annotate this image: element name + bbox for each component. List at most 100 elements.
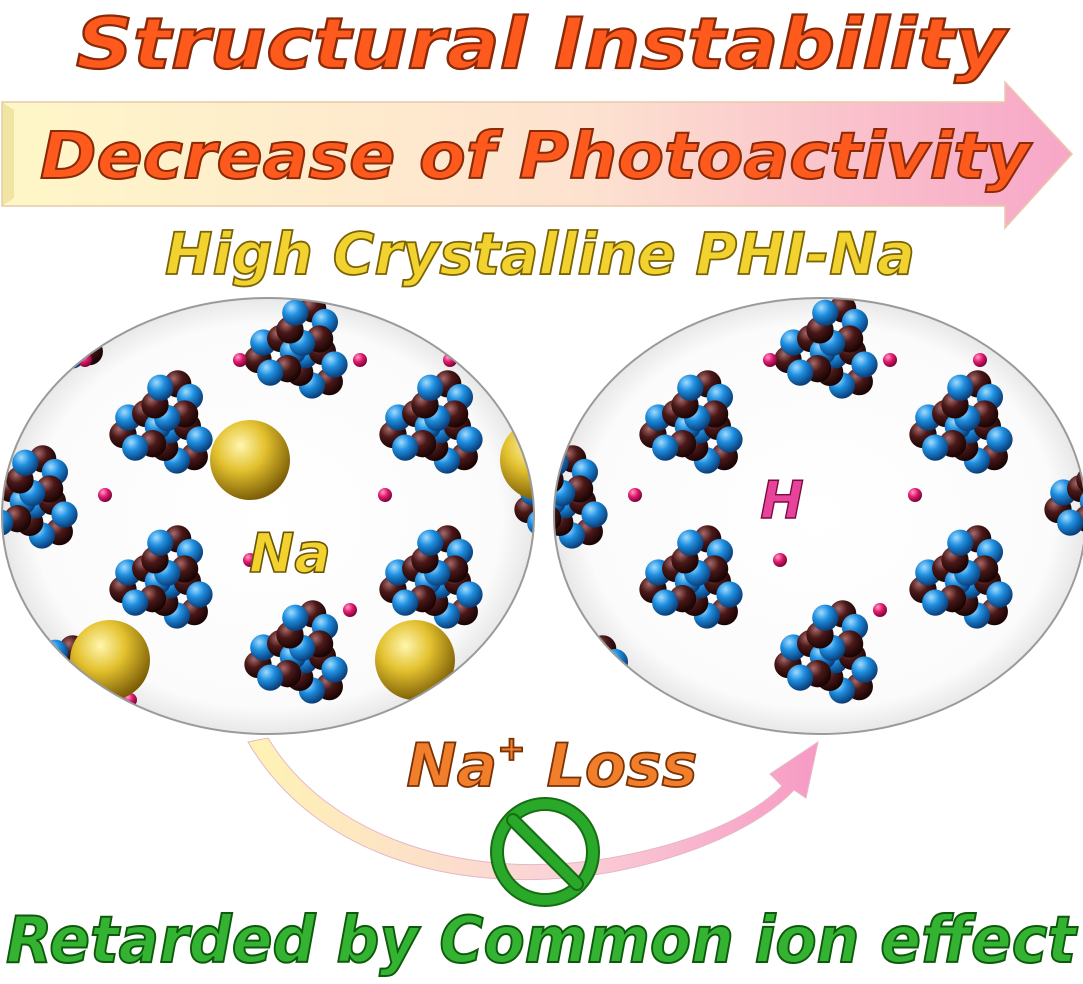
hydrogen-atom [763,353,777,367]
nitrogen-atom [321,656,348,683]
carbon-atom [576,328,604,357]
carbon-atom [598,307,627,336]
carbon-atom [557,298,585,323]
carbon-atom [1078,307,1083,336]
nitrogen-atom [12,449,39,476]
nitrogen-atom [1049,678,1076,705]
nitrogen-atom [601,648,629,676]
hydrogen-atom [973,353,987,367]
nitrogen-atom [611,691,638,718]
nitrogen-atom [1057,509,1083,536]
nitrogen-atom [417,374,444,401]
nitrogen-atom [392,434,419,461]
nitrogen-atom [569,678,596,705]
carbon-atom [539,635,566,662]
nitrogen-atom [71,298,99,306]
nitrogen-atom [572,639,599,666]
nitrogen-atom [490,299,517,326]
sodium-atom [70,620,150,700]
nitrogen-atom [519,678,534,705]
nitrogen-atom [147,374,174,401]
nitrogen-atom [561,691,587,717]
na-ion-label: Na [249,522,331,585]
carbon-atom [507,664,534,693]
nitrogen-atom [947,529,974,556]
nitrogen-atom [42,639,69,666]
carbon-atom [554,315,562,344]
carbon-atom [554,685,562,714]
carbon-atom [484,315,512,344]
nitrogen-atom [1052,270,1078,296]
nitrogen-atom [812,299,839,326]
right-structure-panel: H [553,270,1083,735]
hydrogen-atom [98,488,112,502]
nitrogen-atom [519,308,534,335]
nitrogen-atom [122,589,149,616]
nitrogen-atom [456,581,483,608]
nitrogen-atom [456,426,483,453]
hydrogen-atom [233,353,247,367]
nitrogen-atom [1052,639,1079,666]
hydrogen-atom [883,353,897,367]
carbon-atom [563,325,592,353]
nitrogen-atom [812,604,839,631]
transition-charge: + [497,729,526,769]
nitrogen-atom [554,699,574,726]
carbon-atom [514,495,534,524]
carbon-atom [36,656,64,684]
nitrogen-atom [81,691,108,718]
nitrogen-atom [147,529,174,556]
nitrogen-atom [1027,329,1054,356]
carbon-atom [75,707,103,734]
nitrogen-atom [677,374,704,401]
prohibition-icon [490,797,600,907]
carbon-atom [549,308,576,335]
carbon-atom [59,265,86,292]
nitrogen-atom [554,669,567,696]
nitrogen-atom [51,682,79,709]
nitrogen-atom [39,308,66,335]
nitrogen-atom [922,434,949,461]
carbon-atom [1075,298,1083,323]
nitrogen-atom [947,374,974,401]
nitrogen-atom [58,712,86,734]
hydrogen-atom [773,553,787,567]
carbon-atom [595,298,624,323]
nitrogen-atom [1020,669,1047,696]
nitrogen-atom [529,669,534,697]
nitrogen-atom [1027,699,1054,726]
carbon-atom [526,698,534,727]
subtitle: High Crystalline PHI-Na [165,220,915,288]
carbon-atom [554,505,562,533]
carbon-atom [33,695,62,723]
carbon-atom [513,325,534,353]
sodium-atom [375,620,455,700]
nitrogen-atom [1068,712,1083,734]
nitrogen-atom [1049,308,1076,335]
carbon-atom [557,664,585,693]
nitrogen-atom [677,529,704,556]
carbon-atom [576,698,604,727]
transition-suffix: Loss [526,731,698,801]
carbon-atom [46,328,74,357]
nitrogen-atom [787,664,814,691]
nitrogen-atom [1059,669,1083,697]
hydrogen-atom [353,353,367,367]
nitrogen-atom [392,589,419,616]
nitrogen-atom [490,669,517,696]
carbon-atom [1046,656,1074,684]
transition-ion: Na [407,731,498,801]
nitrogen-atom [1061,682,1083,709]
nitrogen-atom [652,589,679,616]
sodium-atom [210,420,290,500]
nitrogen-atom [51,501,78,528]
nitrogen-atom [17,329,44,356]
nitrogen-atom [552,649,578,675]
carbon-atom [546,295,573,322]
nitrogen-atom [611,321,638,348]
carbon-atom [546,665,573,692]
nitrogen-atom [716,581,743,608]
nitrogen-atom [1059,299,1083,327]
nitrogen-atom [986,581,1013,608]
nitrogen-atom [986,426,1013,453]
